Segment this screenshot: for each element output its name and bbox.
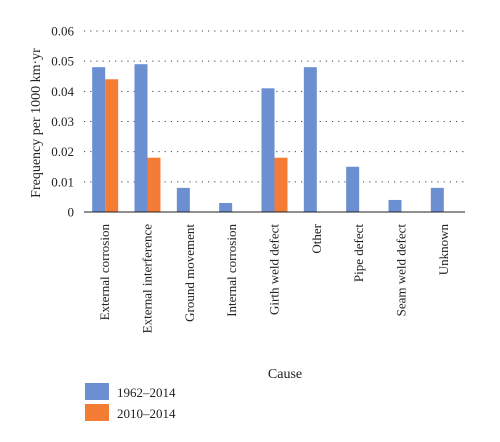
x-category-label: Unknown bbox=[436, 224, 451, 276]
bar-series-1962-2014 bbox=[176, 187, 190, 212]
bar-series-2010-2014 bbox=[105, 79, 119, 213]
x-category-label: Internal corrosion bbox=[224, 224, 239, 317]
y-tick-label: 0.06 bbox=[51, 24, 74, 39]
x-category-label: Other bbox=[309, 223, 324, 253]
bar-series-1962-2014 bbox=[219, 202, 233, 212]
bar-series-1962-2014 bbox=[303, 67, 317, 212]
legend-label-1962-2014: 1962–2014 bbox=[117, 385, 176, 400]
y-tick-label: 0.03 bbox=[51, 114, 74, 129]
x-category-label: External corrosion bbox=[97, 224, 112, 321]
x-category-label: Pipe defect bbox=[351, 224, 366, 283]
legend-label-2010-2014: 2010–2014 bbox=[117, 406, 176, 421]
x-category-label: External interference bbox=[140, 224, 155, 334]
y-tick-label: 0.04 bbox=[51, 84, 74, 99]
legend: 1962–2014 2010–2014 bbox=[85, 383, 176, 421]
x-category-label: Girth weld defect bbox=[267, 224, 282, 315]
bar-series-2010-2014 bbox=[147, 157, 161, 212]
bar-series-1962-2014 bbox=[346, 166, 360, 212]
bar-series-2010-2014 bbox=[274, 157, 288, 212]
x-category-label: Seam weld defect bbox=[394, 224, 409, 317]
bar-series-1962-2014 bbox=[388, 199, 402, 212]
bar-series-1962-2014 bbox=[430, 187, 444, 212]
y-axis-title: Frequency per 1000 km·yr bbox=[29, 48, 44, 198]
y-tick-label: 0.05 bbox=[51, 54, 74, 69]
bar-series-1962-2014 bbox=[134, 64, 148, 212]
bar-series-1962-2014 bbox=[92, 67, 106, 212]
y-tick-labels: 0 0.01 0.02 0.03 0.04 0.05 0.06 bbox=[51, 24, 74, 220]
bar-series-1962-2014 bbox=[261, 88, 275, 212]
y-tick-label: 0.01 bbox=[51, 174, 74, 189]
legend-swatch-1962-2014 bbox=[85, 383, 109, 400]
y-tick-label: 0.02 bbox=[51, 144, 74, 159]
y-tick-label: 0 bbox=[68, 205, 75, 220]
legend-swatch-2010-2014 bbox=[85, 404, 109, 421]
bars bbox=[92, 64, 444, 213]
x-category-labels: External corrosion External interference G… bbox=[97, 223, 451, 333]
x-axis-title: Cause bbox=[268, 367, 302, 382]
x-category-label: Ground movement bbox=[182, 224, 197, 322]
